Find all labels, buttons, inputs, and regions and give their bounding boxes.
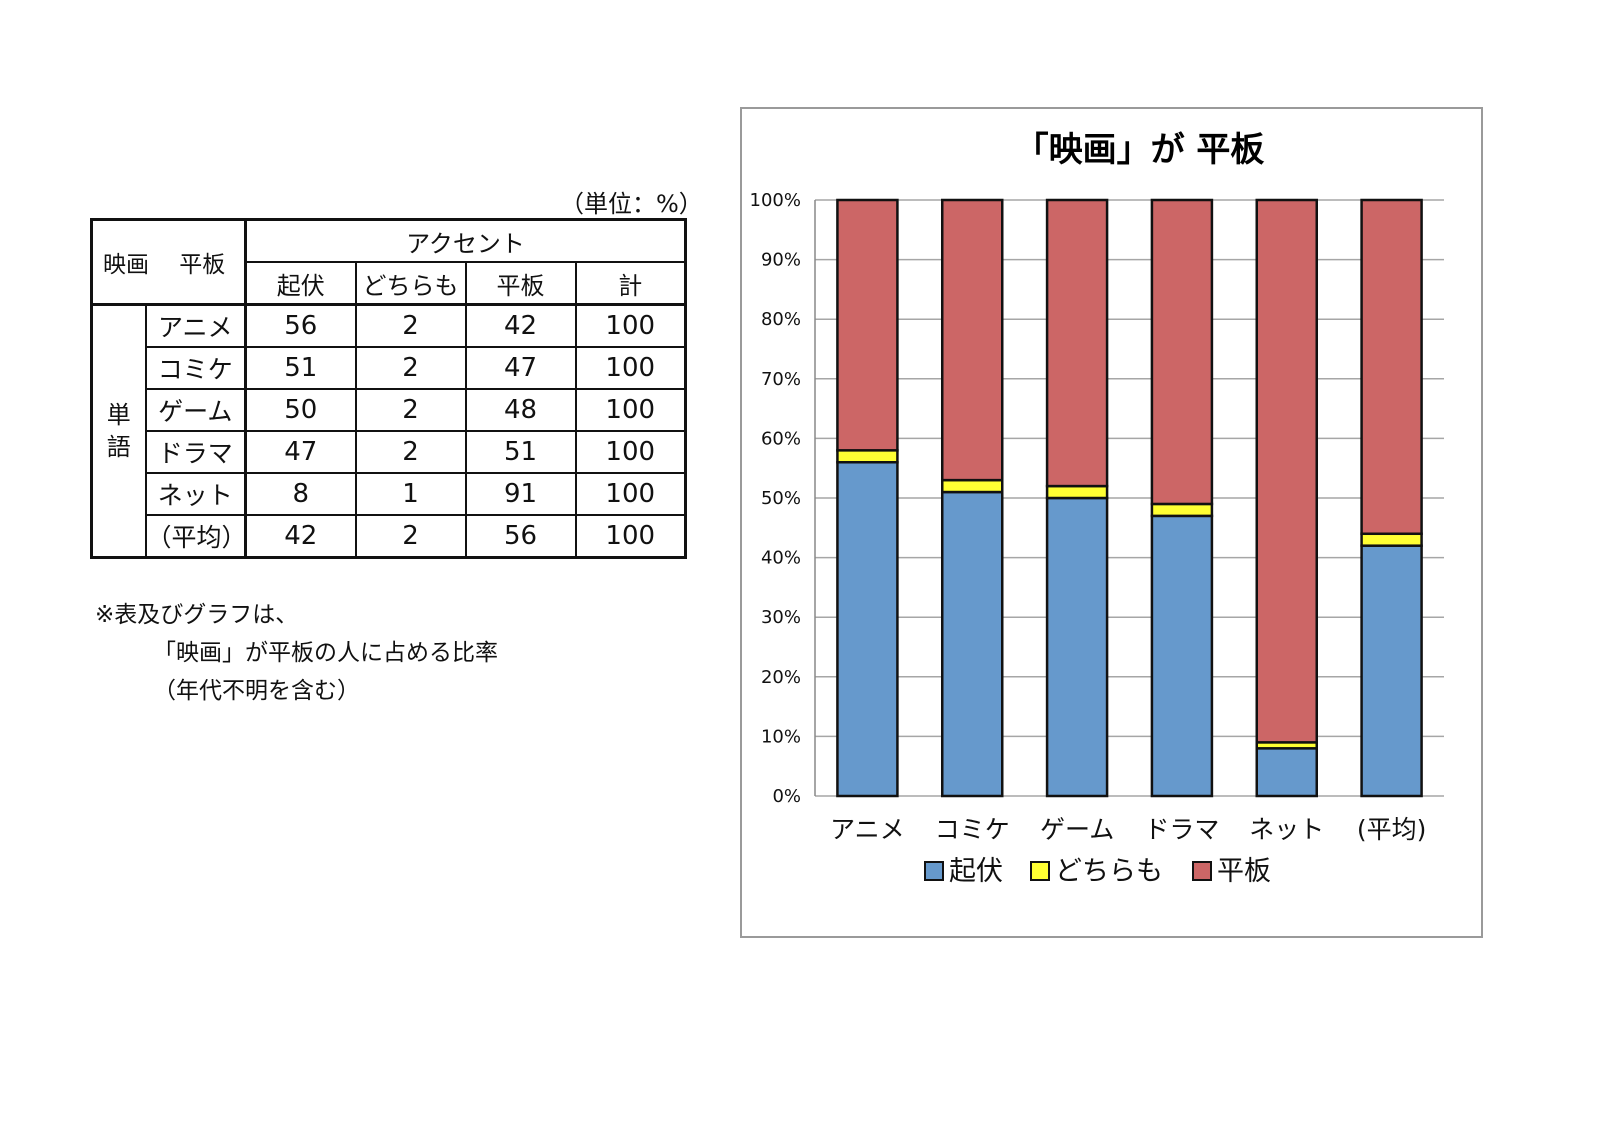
bar-segment [1360, 532, 1423, 547]
table-cell: 91 [464, 472, 577, 516]
category-label: ネット [1249, 815, 1324, 844]
bar-segment [836, 449, 899, 464]
legend-swatch [1030, 861, 1050, 881]
footnote-line: 「映画」が平板の人に占める比率 [153, 640, 498, 666]
bar-segment [1150, 198, 1214, 506]
bar-segment [1255, 198, 1318, 744]
table-cell: 100 [574, 346, 687, 390]
bar-segment [836, 460, 899, 798]
table-cell: 2 [354, 388, 467, 432]
row-group-label-text: 単語 [106, 401, 131, 461]
category-label: コミケ [935, 815, 1010, 844]
unit-note: （単位：%） [560, 190, 703, 218]
bar-segment [836, 198, 899, 452]
footnote: ※表及びグラフは、 「映画」が平板の人に占める比率 （年代不明を含む） [95, 596, 498, 710]
bar-segment [1150, 514, 1214, 798]
legend-label: 平板 [1217, 856, 1271, 887]
table-row: ゲーム 50 2 48 100 [92, 388, 687, 432]
row-label: ゲーム [144, 388, 247, 432]
row-label: ネット [144, 472, 247, 516]
legend-label: どちらも [1055, 856, 1163, 887]
row-label: アニメ [144, 303, 247, 348]
table-cell: 51 [244, 346, 357, 390]
y-tick-label: 80% [761, 309, 801, 330]
bar-segment [941, 490, 1004, 798]
table-cell: 100 [574, 303, 687, 348]
bar-segment [1150, 502, 1214, 518]
table-cell: 47 [244, 430, 357, 474]
y-tick-label: 70% [761, 369, 801, 390]
table-cell: 56 [464, 514, 577, 559]
column-header: 計 [574, 261, 687, 306]
table-row: ネット 8 1 91 100 [92, 472, 687, 516]
y-tick-label: 20% [761, 667, 801, 688]
category-label: ゲーム [1040, 815, 1114, 844]
table-row: ドラマ 47 2 51 100 [92, 430, 687, 474]
table-cell: 8 [244, 472, 357, 516]
footnote-line: ※表及びグラフは、 [95, 602, 299, 628]
table-row: （平均） 42 2 56 100 [92, 514, 687, 559]
data-table: 映画 平板 アクセント 起伏 どちらも 平板 計 単語 アニメ 56 2 42 … [90, 218, 687, 559]
table-cell: 100 [574, 388, 687, 432]
table-cell: 56 [244, 303, 357, 348]
bar-segment [1045, 496, 1109, 798]
y-tick-label: 10% [761, 726, 801, 747]
table-cell: 100 [574, 514, 687, 559]
accent-group-header: アクセント [244, 218, 687, 263]
y-tick-label: 40% [761, 548, 801, 569]
table-cell: 42 [244, 514, 357, 559]
row-label: ドラマ [144, 430, 247, 474]
y-tick-label: 60% [761, 428, 801, 449]
bar-segment [1360, 544, 1423, 798]
category-label: アニメ [830, 815, 905, 844]
stacked-bar-chart: 「映画」が 平板 0% 10% 20% 30% 40% 50% 60% 70% 80% 90% 100… [750, 130, 1444, 887]
table-cell: 42 [464, 303, 577, 348]
bar-segment [941, 478, 1004, 494]
bar-segment [1360, 198, 1423, 536]
legend-swatch [1192, 861, 1212, 881]
table-cell: 48 [464, 388, 577, 432]
table-row: コミケ 51 2 47 100 [92, 346, 687, 390]
chart-title: 「映画」が 平板 [1015, 130, 1265, 170]
y-tick-label: 30% [761, 607, 801, 628]
bar-segment [1045, 484, 1109, 500]
category-label: (平均) [1357, 815, 1427, 844]
table-cell: 51 [464, 430, 577, 474]
column-header: どちらも [354, 261, 467, 306]
category-label: ドラマ [1144, 815, 1219, 844]
column-header: 起伏 [244, 261, 357, 306]
legend-label: 起伏 [949, 856, 1003, 887]
bar-segment [941, 198, 1004, 482]
table-cell: 100 [574, 472, 687, 516]
column-header: 平板 [464, 261, 577, 306]
row-group-label: 単語 [90, 303, 147, 559]
table-cell: 2 [354, 346, 467, 390]
table-cell: 50 [244, 388, 357, 432]
y-tick-label: 50% [761, 488, 801, 509]
table-row: 単語 アニメ 56 2 42 100 [90, 303, 687, 559]
table-cell: 2 [354, 514, 467, 559]
chart-frame: 「映画」が 平板 0% 10% 20% 30% 40% 50% 60% 70% 80% 90% 100… [740, 107, 1483, 938]
y-tick-label: 100% [750, 190, 801, 211]
table-corner-label: 映画 平板 [90, 218, 247, 306]
table-cell: 2 [354, 303, 467, 348]
legend-swatch [924, 861, 944, 881]
bar-segment [1255, 747, 1318, 798]
y-tick-label: 0% [772, 786, 801, 807]
table-cell: 1 [354, 472, 467, 516]
row-label: （平均） [144, 514, 247, 559]
footnote-line: （年代不明を含む） [153, 678, 360, 704]
table-cell: 2 [354, 430, 467, 474]
table-cell: 100 [574, 430, 687, 474]
row-label: コミケ [144, 346, 247, 390]
y-tick-label: 90% [761, 250, 801, 271]
bar-segment [1045, 198, 1109, 488]
table-cell: 47 [464, 346, 577, 390]
